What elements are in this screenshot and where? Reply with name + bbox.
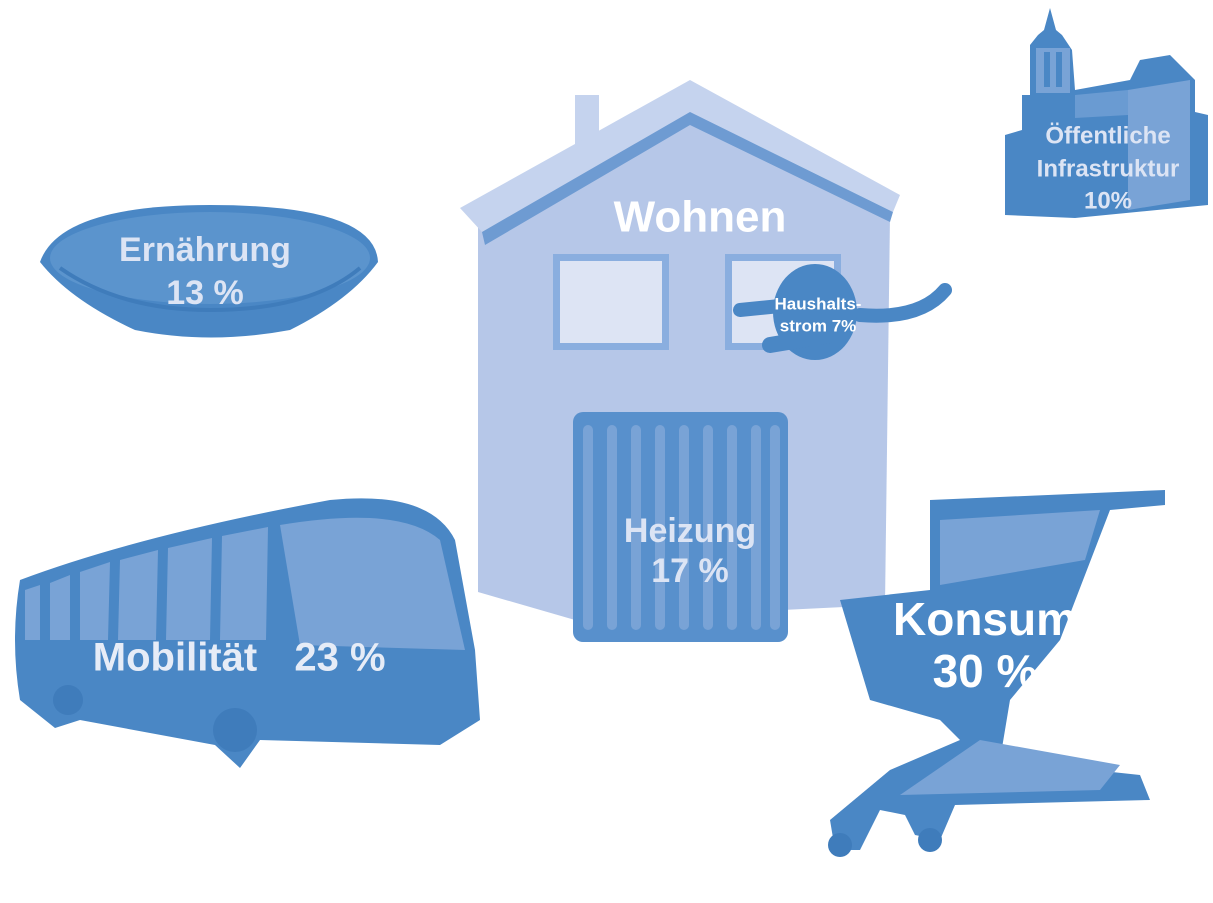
item-label: Konsum — [893, 593, 1077, 645]
wohnen-title: Wohnen — [614, 193, 787, 242]
item-label: Infrastruktur — [1037, 155, 1180, 182]
item-value: 17 % — [651, 552, 729, 590]
bowl — [40, 205, 378, 338]
item-label: Öffentliche — [1045, 122, 1170, 149]
item-label: Ernährung — [119, 231, 291, 269]
item-value: 13 % — [166, 274, 244, 312]
item-value: 30 % — [933, 645, 1038, 697]
bus — [15, 498, 480, 768]
radiator — [573, 412, 788, 642]
item-value: 10% — [1084, 187, 1132, 214]
church — [1005, 8, 1208, 218]
cart — [828, 490, 1165, 857]
item-label: Haushalts- — [775, 294, 862, 313]
item-value: strom 7% — [780, 316, 857, 335]
item-label: Heizung — [624, 512, 756, 550]
item-label: Mobilität — [93, 636, 257, 680]
plug — [733, 264, 952, 360]
item-value: 23 % — [294, 636, 385, 680]
